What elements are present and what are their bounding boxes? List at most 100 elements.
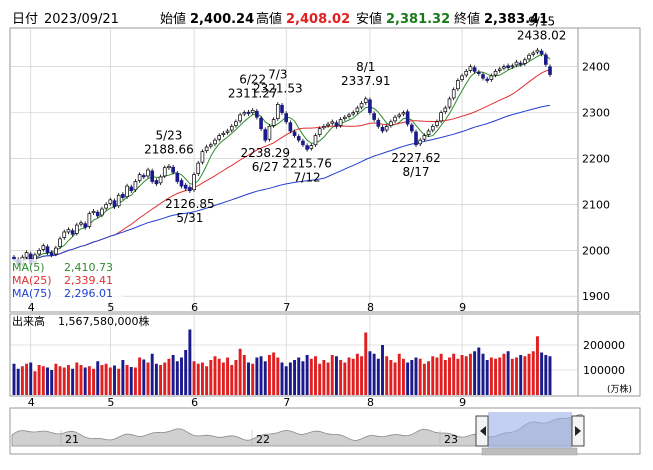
candle-body: [342, 116, 347, 119]
candle-body: [523, 59, 527, 64]
volume-bar: [259, 356, 263, 395]
candle-body: [45, 246, 50, 253]
volume-bar: [548, 356, 552, 395]
volume-bar: [464, 356, 468, 395]
legend-ma25-label: MA(25): [12, 274, 52, 287]
volume-total: 1,567,580,000株: [58, 314, 149, 328]
navigator-left-handle[interactable]: [475, 415, 489, 447]
annotation-value: 2126.85: [165, 197, 215, 211]
candle-body: [158, 176, 163, 184]
volume-bar: [272, 352, 276, 395]
volume-bar: [418, 358, 422, 395]
volume-bar: [326, 362, 330, 395]
volume-bar: [251, 363, 255, 395]
candle-body: [426, 130, 431, 136]
volume-tick-label: 100000: [583, 364, 625, 377]
candle-body: [192, 174, 196, 191]
candle-body: [506, 65, 510, 68]
volume-bar: [485, 360, 489, 395]
candle-body: [204, 146, 209, 152]
volume-bar: [414, 357, 418, 395]
candle-body: [58, 238, 62, 248]
annotation-value: 2438.02: [517, 28, 567, 42]
candle-body: [255, 110, 259, 118]
volume-bar: [267, 355, 271, 395]
annotation-value: 2311.27: [228, 86, 278, 100]
volume-bar: [146, 362, 150, 395]
volume-bar: [196, 363, 200, 395]
volume-bar: [494, 358, 498, 395]
volume-bar: [443, 360, 447, 395]
candle-body: [460, 75, 464, 80]
candle-body: [330, 121, 335, 124]
volume-bar: [150, 353, 154, 395]
volume-bar: [209, 360, 213, 395]
candle-body: [439, 112, 443, 122]
candle-body: [309, 145, 314, 149]
navigator-right-handle[interactable]: [571, 415, 585, 447]
volume-bar: [276, 357, 280, 395]
volume-bar: [301, 361, 305, 395]
legend-ma25-value: 2,339.41: [64, 274, 113, 287]
candle-body: [234, 121, 238, 126]
candle-body: [188, 187, 192, 192]
candle-body: [359, 103, 364, 108]
candle-body: [196, 162, 201, 175]
candle-body: [213, 139, 217, 145]
navigator-selection[interactable]: [488, 412, 572, 448]
open-value: 2,400.24: [190, 12, 254, 27]
candle-body: [548, 66, 552, 75]
candle-body: [313, 135, 318, 146]
candle-body: [154, 180, 159, 185]
annotation-value: 2227.62: [391, 151, 441, 165]
volume-bar: [284, 366, 288, 395]
volume-bar: [129, 367, 133, 395]
candle-body: [87, 213, 92, 227]
volume-bar: [334, 356, 338, 395]
volume-bar: [79, 365, 83, 395]
candle-body: [405, 111, 410, 125]
candle-body: [146, 169, 150, 177]
volume-bar: [515, 357, 518, 395]
candle-body: [472, 67, 477, 72]
volume-bar: [12, 363, 16, 395]
volume-bar: [339, 360, 343, 395]
volume-bar: [96, 361, 100, 395]
candle-body: [179, 180, 184, 187]
navigator-scrollbar[interactable]: [481, 447, 578, 456]
candle-body: [493, 70, 498, 76]
annotation-date: 7/12: [294, 170, 321, 184]
volume-bar: [297, 357, 301, 395]
low-value: 2,381.32: [386, 12, 450, 27]
candle-body: [397, 114, 402, 117]
volume-bar: [192, 361, 196, 395]
candle-body: [393, 116, 397, 122]
candle-body: [351, 112, 356, 115]
annotation-value: 2238.29: [240, 146, 290, 160]
volume-bar: [401, 358, 405, 395]
volume-bar: [318, 363, 322, 395]
volume-bar: [171, 355, 175, 395]
volume-bar: [427, 361, 431, 395]
annotation-value: 2188.66: [144, 143, 194, 157]
ma75-line: [13, 104, 551, 263]
candle-body: [464, 70, 469, 76]
volume-bar: [364, 332, 368, 395]
candle-body: [229, 126, 234, 131]
candle-body: [79, 222, 83, 225]
volume-bar: [75, 362, 79, 395]
candle-body: [363, 98, 368, 103]
volume-bar: [360, 356, 364, 395]
volume-bar: [217, 358, 221, 395]
month-label: 4: [28, 301, 35, 314]
volume-bar: [87, 366, 91, 395]
candle-body: [280, 104, 284, 113]
candle-body: [456, 80, 460, 90]
price-tick-label: 1900: [582, 290, 610, 303]
volume-bar: [372, 353, 376, 395]
candle-body: [347, 114, 351, 117]
price-axis: 1900 2000 2100 2200 2300 2400: [577, 28, 610, 312]
annotation-date: 5/23: [155, 129, 182, 143]
candle-body: [83, 223, 88, 228]
volume-bar: [230, 365, 234, 395]
